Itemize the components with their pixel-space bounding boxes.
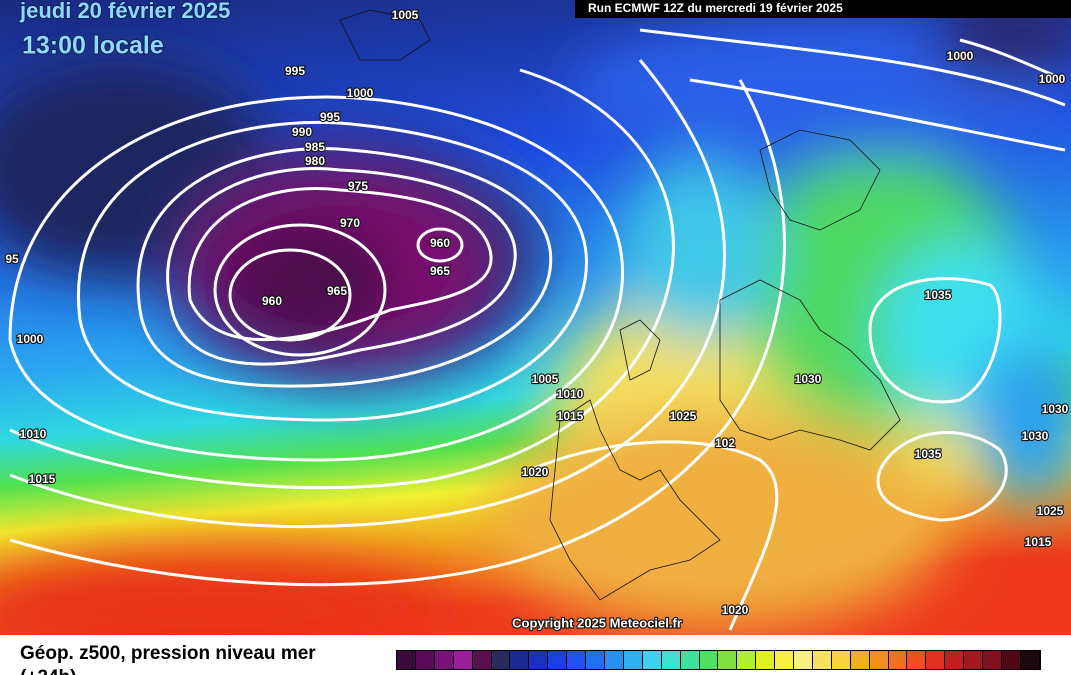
coastlines (339, 9, 901, 601)
color-swatch (756, 651, 776, 669)
weather-map: Run ECMWF 12Z du mercredi 19 février 202… (0, 0, 1071, 635)
color-swatch (661, 651, 681, 669)
color-swatch (586, 651, 605, 669)
isobar-label: 1015 (29, 472, 56, 486)
isobar-label: 1005 (392, 8, 419, 22)
field-shading (0, 0, 1071, 635)
color-scale (396, 650, 1041, 670)
run-banner (575, 0, 1071, 18)
isobar-label: 1000 (17, 332, 44, 346)
isobar-label: 95 (5, 252, 19, 266)
color-swatch (453, 651, 473, 669)
isobar-label: 1035 (925, 288, 952, 302)
isobar-label: 965 (430, 264, 450, 278)
color-swatch (434, 651, 454, 669)
run-info: Run ECMWF 12Z du mercredi 19 février 202… (588, 1, 843, 15)
isobar-label: 960 (262, 294, 282, 308)
color-swatch (945, 651, 965, 669)
isobar-label: 1030 (795, 372, 822, 386)
isobar-label: 1005 (532, 372, 559, 386)
color-swatch (680, 651, 700, 669)
isobar-label: 970 (340, 216, 360, 230)
color-swatch (548, 651, 568, 669)
color-swatch (604, 651, 624, 669)
color-swatch (888, 651, 908, 669)
color-swatch (415, 651, 435, 669)
color-swatch (510, 651, 530, 669)
isobar-label: 965 (327, 284, 347, 298)
legend-subtitle: (+24h) (20, 666, 316, 675)
copyright: Copyright 2025 Meteociel.fr (512, 615, 682, 630)
isobar-label: 980 (305, 154, 325, 168)
isobar-label: 1025 (670, 409, 697, 423)
color-swatch (699, 651, 719, 669)
color-swatch (775, 651, 795, 669)
color-swatch (737, 651, 757, 669)
color-swatch (850, 651, 870, 669)
isobar-label: 1030 (1042, 402, 1069, 416)
legend-caption: Géop. z500, pression niveau mer (+24h) (20, 642, 316, 675)
color-swatch (529, 651, 549, 669)
color-swatch (567, 651, 587, 669)
isobar-label: 1025 (1037, 504, 1064, 518)
isobar-label: 975 (348, 179, 368, 193)
color-swatch (812, 651, 832, 669)
color-swatch (472, 651, 492, 669)
isobar-label: 990 (292, 125, 312, 139)
legend-title: Géop. z500, pression niveau mer (20, 643, 316, 664)
color-swatch (926, 651, 946, 669)
color-swatch (718, 651, 738, 669)
color-swatch (869, 651, 889, 669)
isobar-label: 1015 (1025, 535, 1052, 549)
isobar-label: 960 (430, 236, 450, 250)
isobar-label: 1020 (722, 603, 749, 617)
isobars (8, 28, 1066, 631)
color-swatch (794, 651, 813, 669)
color-swatch (1020, 651, 1040, 669)
color-swatch (983, 651, 1002, 669)
isobar-label: 985 (305, 140, 325, 154)
color-swatch (623, 651, 643, 669)
color-swatch (964, 651, 984, 669)
color-swatch (642, 651, 662, 669)
isobar-label: 1000 (947, 49, 974, 63)
isobar-label: 1000 (347, 86, 374, 100)
isobar-label: 995 (320, 110, 340, 124)
color-swatch (397, 651, 416, 669)
color-swatch (1002, 651, 1021, 669)
isobar-label: 1030 (1022, 429, 1049, 443)
forecast-date: jeudi 20 février 2025 (19, 0, 230, 23)
isobar-label: 995 (285, 64, 305, 78)
isobar-label: 1010 (20, 427, 47, 441)
isobar-label: 1000 (1039, 72, 1066, 86)
isobar-label: 1020 (522, 465, 549, 479)
isobar-label: 1035 (915, 447, 942, 461)
color-swatch (907, 651, 927, 669)
isobar-label: 102 (715, 436, 735, 450)
isobar-label: 1015 (557, 409, 584, 423)
color-swatch (491, 651, 511, 669)
isobar-label: 1010 (557, 387, 584, 401)
forecast-time: 13:00 locale (22, 32, 164, 60)
color-swatch (831, 651, 851, 669)
